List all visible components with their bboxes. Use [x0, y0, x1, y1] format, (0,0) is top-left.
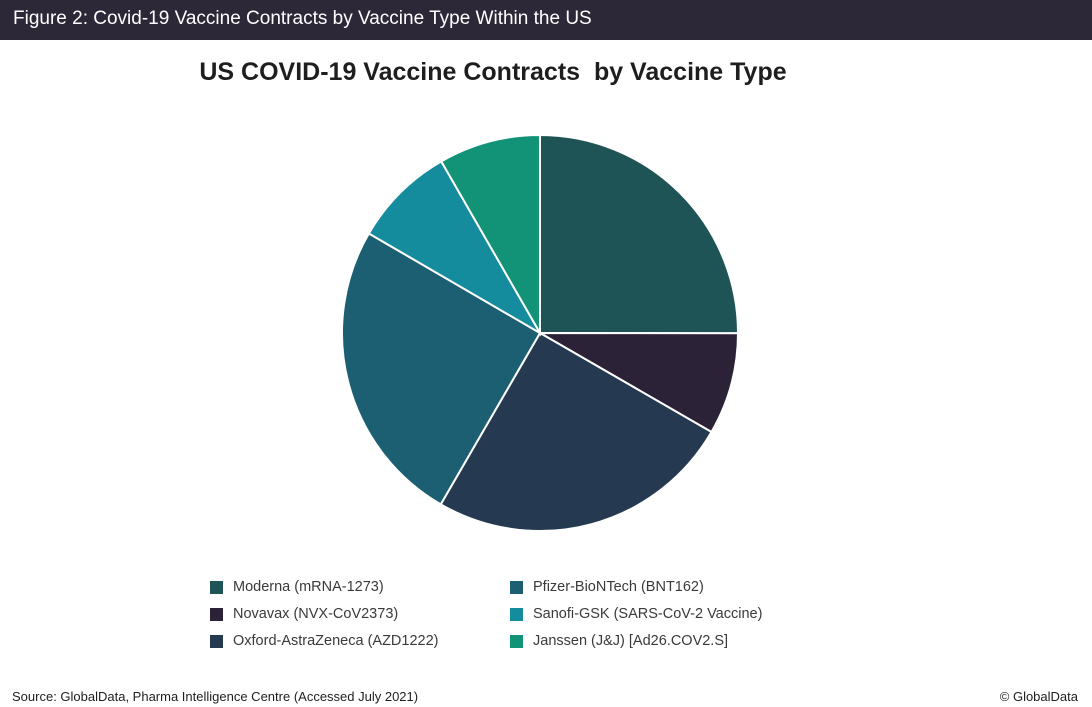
pie-slice — [340, 232, 542, 506]
legend-swatch — [210, 607, 223, 621]
pie-slice — [536, 331, 740, 434]
pie-slice — [539, 133, 740, 335]
copyright-note: © GlobalData — [999, 689, 1078, 704]
legend-item: Pfizer-BioNTech (BNT162) — [510, 578, 704, 596]
legend-label: Pfizer-BioNTech (BNT162) — [533, 579, 704, 595]
pie-slice — [439, 331, 713, 533]
legend-swatch — [210, 580, 223, 594]
legend-label: Moderna (mRNA-1273) — [233, 579, 384, 595]
legend-swatch — [510, 607, 523, 621]
legend-label: Oxford-AstraZeneca (AZD1222) — [233, 633, 439, 649]
figure-header-bar: Figure 2: Covid-19 Vaccine Contracts by … — [0, 0, 1092, 40]
chart-legend: Moderna (mRNA-1273) Pfizer-BioNTech (BNT… — [210, 578, 810, 658]
legend-item: Janssen (J&J) [Ad26.COV2.S] — [510, 632, 728, 650]
legend-label: Janssen (J&J) [Ad26.COV2.S] — [533, 633, 729, 649]
source-note: Source: GlobalData, Pharma Intelligence … — [12, 689, 419, 704]
chart-title: US COVID-19 Vaccine Contracts by Vaccine… — [199, 58, 787, 86]
legend-label: Novavax (NVX-CoV2373) — [233, 606, 399, 622]
pie-slice — [367, 160, 543, 336]
pie-slice — [439, 133, 541, 337]
legend-label: Sanofi-GSK (SARS-CoV-2 Vaccine) — [533, 606, 763, 622]
legend-item: Novavax (NVX-CoV2373) — [210, 605, 398, 623]
legend-swatch — [510, 634, 523, 648]
legend-item: Moderna (mRNA-1273) — [210, 578, 384, 596]
figure-title: Figure 2: Covid-19 Vaccine Contracts by … — [13, 8, 592, 29]
legend-swatch — [210, 634, 223, 648]
legend-item: Sanofi-GSK (SARS-CoV-2 Vaccine) — [510, 605, 762, 623]
legend-swatch — [510, 580, 523, 594]
legend-item: Oxford-AstraZeneca (AZD1222) — [210, 632, 439, 650]
